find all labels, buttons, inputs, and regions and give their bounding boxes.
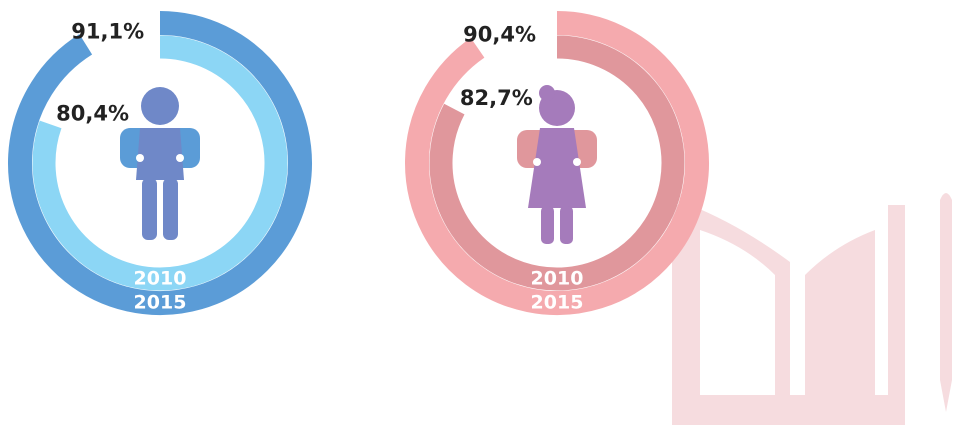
series-name: 2010 — [134, 268, 187, 290]
infographic: 80,4% 2010 91,1% 2015 82,7% 2010 90,4% 2015 — [0, 0, 962, 426]
boy-icon — [120, 87, 200, 240]
value-label: 82,7% — [460, 86, 533, 110]
value-label: 90,4% — [463, 23, 536, 47]
series-name: 2015 — [134, 292, 187, 314]
series-name: 2015 — [531, 292, 584, 314]
series-name: 2010 — [531, 268, 584, 290]
value-label: 91,1% — [71, 19, 144, 43]
value-label: 80,4% — [56, 101, 129, 125]
book-icon — [672, 193, 952, 425]
